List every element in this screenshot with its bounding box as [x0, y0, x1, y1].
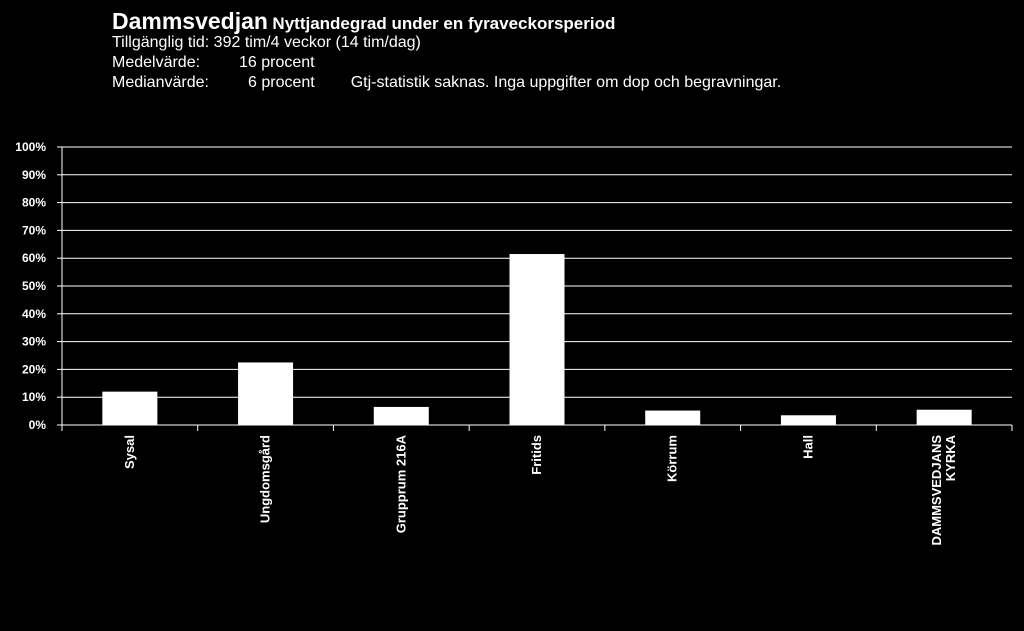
median-label: Medianvärde: — [112, 74, 209, 91]
x-category-label: Hall — [800, 435, 815, 459]
y-tick-label: 50% — [22, 279, 46, 293]
x-category-label-line: Hall — [800, 435, 815, 459]
bar — [780, 415, 836, 425]
chart-subtitle: Nyttjandegrad under en fyraveckorsperiod — [272, 14, 616, 33]
x-category-label-line: Sysal — [122, 435, 137, 469]
x-category-label: Körrum — [665, 435, 680, 482]
bar — [509, 254, 565, 425]
y-tick-label: 80% — [22, 196, 46, 210]
available-time-text: Tillgänglig tid: 392 tim/4 veckor (14 ti… — [112, 34, 421, 51]
median-value: 6 procent — [248, 74, 315, 91]
title-line: Dammsvedjan Nyttjandegrad under en fyrav… — [112, 10, 781, 33]
mean-label: Medelvärde: — [112, 54, 201, 71]
x-category-label-line: Fritids — [529, 435, 544, 475]
y-tick-label: 40% — [22, 307, 46, 321]
y-tick-label: 10% — [22, 390, 46, 404]
x-category-label: Grupprum 216A — [393, 434, 408, 533]
chart-title: Dammsvedjan — [112, 8, 268, 34]
y-tick-label: 90% — [22, 168, 46, 182]
chart-header: Dammsvedjan Nyttjandegrad under en fyrav… — [112, 10, 781, 93]
bar — [102, 391, 158, 425]
median-line: Medianvärde: 6 procent Gtj-statistik sakna… — [112, 73, 781, 93]
y-tick-label: 100% — [15, 140, 46, 154]
y-tick-label: 0% — [29, 418, 47, 432]
x-category-label: Sysal — [122, 435, 137, 469]
x-category-label-line: Ungdomsgård — [258, 435, 273, 523]
x-category-label-line: Körrum — [665, 435, 680, 482]
y-tick-label: 70% — [22, 223, 46, 237]
x-category-label: DAMMSVEDJANS KYRKA — [929, 434, 958, 545]
bar — [373, 406, 429, 425]
statistics-note: Gtj-statistik saknas. Inga uppgifter om … — [350, 74, 782, 91]
x-category-label: Fritids — [529, 435, 544, 475]
bar — [916, 409, 972, 425]
bar — [238, 362, 294, 425]
y-tick-label: 60% — [22, 251, 46, 265]
x-category-label: Ungdomsgård — [258, 435, 273, 523]
y-tick-label: 30% — [22, 335, 46, 349]
bar — [645, 410, 701, 425]
y-tick-label: 20% — [22, 362, 46, 376]
mean-value: 16 procent — [239, 54, 315, 71]
x-category-label-line: DAMMSVEDJANS — [929, 435, 944, 546]
x-category-label-line: Grupprum 216A — [393, 434, 408, 533]
x-category-label-line: KYRKA — [943, 434, 958, 481]
mean-line: Medelvärde: 16 procent — [112, 53, 781, 73]
